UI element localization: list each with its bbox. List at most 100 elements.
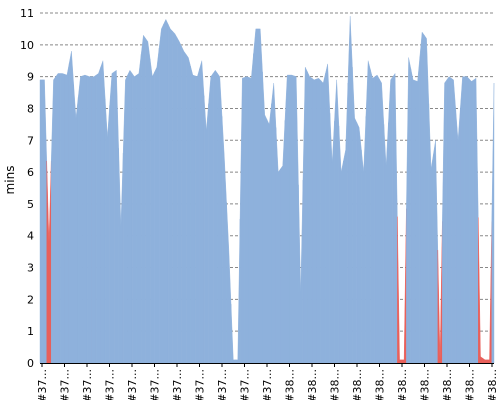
y-tick-label: 9 — [27, 71, 34, 84]
build-duration-area — [284, 74, 290, 364]
build-duration-area — [100, 60, 106, 364]
y-axis-ticks: 0 1 2 3 4 5 6 7 8 9 10 11 — [20, 7, 34, 370]
build-duration-area — [289, 74, 295, 364]
build-duration-area — [244, 76, 250, 364]
build-duration-area — [311, 77, 317, 364]
build-duration-area — [298, 180, 304, 364]
build-duration-area — [78, 75, 83, 364]
build-duration-area — [42, 79, 47, 364]
failed-build-area — [397, 216, 403, 364]
y-tick-label: 7 — [27, 134, 34, 147]
y-tick-label: 0 — [27, 357, 34, 370]
build-duration-area — [316, 77, 322, 364]
build-duration-area — [451, 77, 456, 364]
build-duration-area — [235, 219, 241, 364]
build-duration-area — [158, 24, 164, 364]
build-duration-area — [388, 76, 394, 364]
build-duration-area — [491, 82, 495, 364]
build-duration-area — [334, 79, 340, 364]
build-duration-area — [194, 68, 200, 364]
build-duration-area — [302, 67, 308, 364]
build-duration-area — [230, 304, 236, 364]
build-duration-area — [392, 72, 398, 364]
x-tick-label: #38... — [351, 369, 364, 400]
build-duration-area — [69, 51, 74, 364]
build-duration-area — [239, 77, 245, 364]
build-duration-area — [406, 57, 412, 364]
x-tick-label: #37... — [81, 369, 94, 400]
x-tick-label: #38... — [396, 369, 409, 400]
build-duration-area — [338, 125, 344, 364]
build-duration-area — [145, 37, 151, 364]
y-tick-label: 8 — [27, 102, 34, 115]
build-duration-area — [167, 24, 173, 364]
build-duration-area — [95, 67, 101, 364]
build-duration-area — [118, 148, 124, 364]
build-duration-area — [199, 60, 205, 364]
failed-build-area — [401, 208, 407, 364]
failed-build-area — [482, 357, 488, 364]
build-duration-area — [410, 68, 416, 364]
build-duration-area — [104, 98, 110, 364]
build-duration-area — [149, 59, 155, 364]
build-duration-area — [442, 79, 447, 364]
build-duration-area — [320, 73, 326, 364]
y-tick-label: 5 — [27, 198, 34, 211]
build-duration-area — [374, 74, 380, 364]
area-series — [39, 16, 495, 364]
x-tick-label: #37... — [59, 369, 72, 400]
x-tick-label: #38... — [374, 369, 387, 400]
build-duration-area — [113, 69, 119, 364]
build-duration-area — [185, 53, 191, 364]
build-duration-area — [172, 30, 178, 364]
build-duration-area — [428, 103, 434, 364]
x-tick-label: #37... — [171, 369, 184, 400]
y-tick-label: 6 — [27, 166, 34, 179]
y-tick-label: 11 — [20, 7, 34, 20]
build-duration-area — [307, 71, 313, 364]
x-tick-label: #37... — [149, 369, 162, 400]
build-duration-area — [208, 72, 214, 364]
build-duration-area — [460, 76, 465, 364]
build-duration-area — [361, 116, 367, 364]
build-duration-area — [347, 16, 353, 364]
y-tick-label: 1 — [27, 325, 34, 338]
y-tick-label: 2 — [27, 293, 34, 306]
build-duration-area — [365, 60, 371, 364]
build-duration-area — [248, 53, 254, 364]
build-duration-area — [221, 116, 227, 364]
x-tick-label: #37... — [104, 369, 117, 400]
build-duration-area — [73, 84, 79, 364]
build-duration-area — [424, 34, 430, 364]
failed-build-area — [487, 221, 492, 364]
y-tick-label: 4 — [27, 230, 34, 243]
build-duration-area — [275, 127, 281, 364]
x-tick-label: #38... — [441, 369, 454, 400]
build-duration-area — [109, 71, 115, 364]
build-duration-area — [60, 73, 65, 364]
build-duration-area — [51, 76, 56, 364]
build-duration-area — [415, 56, 421, 364]
x-tick-label: #38... — [419, 369, 432, 400]
x-tick-label: #37... — [216, 369, 229, 400]
build-duration-area — [266, 103, 272, 364]
build-duration-area — [455, 108, 461, 364]
build-duration-area — [325, 63, 331, 364]
x-axis-ticks: #37... #37... #37... #37... #37... #37... #37.… — [36, 363, 499, 400]
build-duration-area — [91, 74, 97, 364]
build-duration-area — [473, 77, 479, 364]
build-duration-area — [329, 113, 335, 364]
build-duration-area — [343, 82, 349, 364]
build-duration-area — [181, 46, 187, 364]
build-duration-area — [131, 72, 137, 364]
build-duration-area — [122, 74, 128, 364]
x-tick-label: #37... — [239, 369, 252, 400]
build-duration-area — [127, 69, 133, 364]
build-duration-area — [140, 34, 146, 364]
y-axis-label: mins — [3, 166, 17, 195]
build-duration-area — [356, 122, 362, 364]
build-duration-area — [217, 72, 223, 364]
x-tick-label: #37... — [261, 369, 274, 400]
build-duration-area — [82, 74, 88, 364]
build-duration-area — [190, 66, 196, 364]
